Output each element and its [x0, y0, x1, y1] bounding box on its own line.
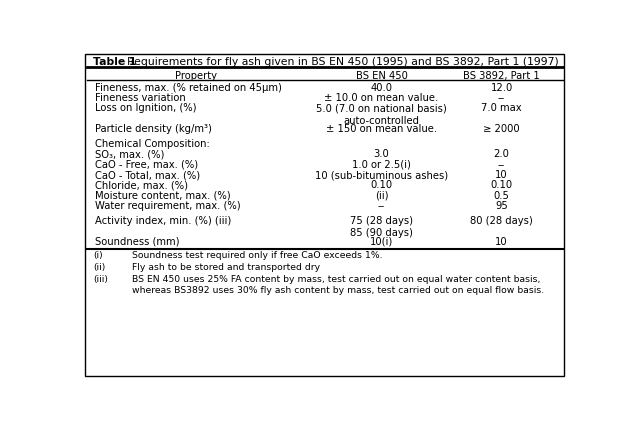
Text: 10 (sub-bituminous ashes): 10 (sub-bituminous ashes) — [315, 170, 448, 180]
Text: Loss on Ignition, (%): Loss on Ignition, (%) — [94, 104, 197, 113]
Text: ± 150 on mean value.: ± 150 on mean value. — [326, 124, 437, 134]
Text: 2.0: 2.0 — [494, 149, 510, 159]
Text: --: -- — [498, 160, 505, 170]
Text: 1.0 or 2.5(i): 1.0 or 2.5(i) — [352, 160, 411, 170]
Text: Fly ash to be stored and transported dry: Fly ash to be stored and transported dry — [132, 263, 320, 272]
Text: 40.0: 40.0 — [370, 83, 392, 93]
Text: (ii): (ii) — [375, 191, 388, 201]
Text: Soundness test required only if free CaO exceeds 1%.: Soundness test required only if free CaO… — [132, 251, 382, 260]
Text: 3.0: 3.0 — [373, 149, 389, 159]
Text: 10: 10 — [495, 236, 508, 247]
Text: Table 1: Table 1 — [93, 57, 137, 67]
Text: SO₃, max. (%): SO₃, max. (%) — [94, 149, 164, 159]
Text: Chemical Composition:: Chemical Composition: — [94, 139, 209, 149]
Text: Requirements for fly ash given in BS EN 450 (1995) and BS 3892, Part 1 (1997): Requirements for fly ash given in BS EN … — [127, 57, 559, 67]
Text: Moisture content, max. (%): Moisture content, max. (%) — [94, 191, 230, 201]
Text: 7.0 max: 7.0 max — [481, 104, 522, 113]
Text: Fineness variation: Fineness variation — [94, 93, 186, 103]
Text: 0.10: 0.10 — [491, 180, 513, 190]
Text: CaO - Total, max. (%): CaO - Total, max. (%) — [94, 170, 200, 180]
Text: 10(i): 10(i) — [370, 236, 393, 247]
Text: 0.5: 0.5 — [494, 191, 510, 201]
Text: Soundness (mm): Soundness (mm) — [94, 236, 179, 247]
Text: BS EN 450 uses 25% FA content by mass, test carried out on equal water content b: BS EN 450 uses 25% FA content by mass, t… — [132, 275, 544, 295]
Text: (i): (i) — [93, 251, 103, 260]
Text: ≥ 2000: ≥ 2000 — [483, 124, 520, 134]
Text: BS 3892, Part 1: BS 3892, Part 1 — [463, 71, 540, 81]
Text: Activity index, min. (%) (iii): Activity index, min. (%) (iii) — [94, 216, 231, 226]
Text: Property: Property — [174, 71, 216, 81]
Text: (iii): (iii) — [93, 275, 108, 284]
Text: 10: 10 — [495, 170, 508, 180]
Text: 75 (28 days)
85 (90 days): 75 (28 days) 85 (90 days) — [350, 216, 413, 238]
Text: 0.10: 0.10 — [370, 180, 392, 190]
Text: 5.0 (7.0 on national basis)
auto-controlled: 5.0 (7.0 on national basis) auto-control… — [316, 104, 447, 126]
Text: 95: 95 — [495, 201, 508, 211]
Text: Chloride, max. (%): Chloride, max. (%) — [94, 180, 188, 190]
Text: Water requirement, max. (%): Water requirement, max. (%) — [94, 201, 240, 211]
Text: Fineness, max. (% retained on 45μm): Fineness, max. (% retained on 45μm) — [94, 83, 281, 93]
Text: Particle density (kg/m³): Particle density (kg/m³) — [94, 124, 212, 134]
Text: --: -- — [498, 93, 505, 103]
Text: (ii): (ii) — [93, 263, 105, 272]
Text: 80 (28 days): 80 (28 days) — [470, 216, 533, 226]
Text: ± 10.0 on mean value.: ± 10.0 on mean value. — [325, 93, 439, 103]
Text: 12.0: 12.0 — [491, 83, 513, 93]
Text: BS EN 450: BS EN 450 — [356, 71, 408, 81]
Text: CaO - Free, max. (%): CaO - Free, max. (%) — [94, 160, 198, 170]
Text: --: -- — [378, 201, 385, 211]
